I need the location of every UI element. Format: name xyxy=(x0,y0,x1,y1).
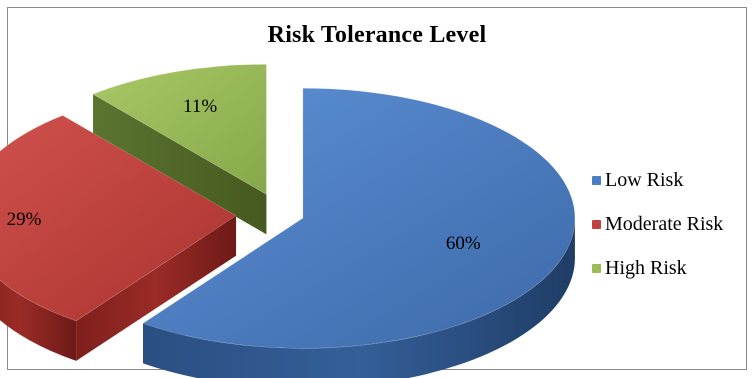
legend-swatch-moderate-risk xyxy=(592,219,601,229)
side-low-risk xyxy=(143,218,575,378)
legend-label-high-risk: High Risk xyxy=(605,256,687,279)
legend-swatch-high-risk xyxy=(592,263,601,273)
legend-item-low-risk: Low Risk xyxy=(592,158,723,202)
data-label-high-risk: 11% xyxy=(183,96,217,117)
chart-title: Risk Tolerance Level xyxy=(267,22,487,48)
legend-item-moderate-risk: Moderate Risk xyxy=(592,202,723,246)
data-label-low-risk: 60% xyxy=(446,233,481,254)
pie-tops xyxy=(0,64,576,349)
slice-moderate-risk xyxy=(0,115,237,322)
legend-label-low-risk: Low Risk xyxy=(605,168,684,191)
side-moderate-risk xyxy=(0,280,77,361)
slice-low-risk xyxy=(142,87,576,349)
wall-moderate-risk-0 xyxy=(76,215,237,361)
legend-item-high-risk: High Risk xyxy=(592,246,723,290)
pie-data-labels: 60% 29% 11% xyxy=(7,96,481,254)
legend: Low Risk Moderate Risk High Risk xyxy=(592,158,723,290)
data-label-moderate-risk: 29% xyxy=(7,209,42,230)
slice-high-risk xyxy=(92,64,267,195)
legend-swatch-low-risk xyxy=(592,175,601,185)
legend-label-moderate-risk: Moderate Risk xyxy=(605,212,724,235)
wall-high-risk-0 xyxy=(93,94,267,235)
